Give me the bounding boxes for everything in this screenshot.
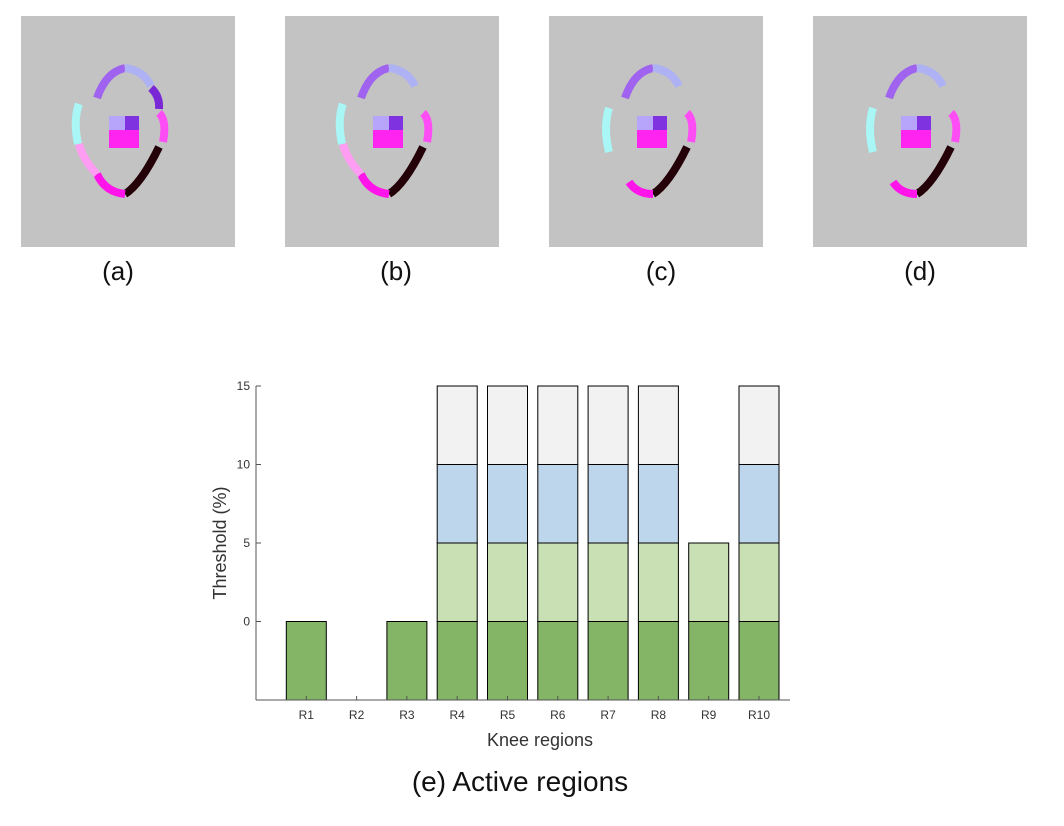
x-tick-label: R1 xyxy=(299,708,315,722)
y-tick-label: 0 xyxy=(243,615,250,629)
bar-R10-level-10 xyxy=(738,464,780,544)
segmentation-image-b xyxy=(335,64,433,198)
panel-c xyxy=(549,16,763,247)
bar-R6-level-0 xyxy=(537,621,579,701)
segmentation-image-c xyxy=(602,64,697,198)
bar-R7-level-15 xyxy=(587,385,629,465)
segmentation-image-d xyxy=(866,64,961,198)
bar-R10-level-0 xyxy=(738,621,780,701)
segmentation-image-a xyxy=(71,64,169,198)
panel-label-d: (d) xyxy=(904,256,936,286)
panel-label-c: (c) xyxy=(645,256,677,286)
panel-b xyxy=(285,16,499,247)
x-tick-label: R10 xyxy=(748,708,770,722)
panel-d xyxy=(813,16,1027,247)
bar-R6-level-10 xyxy=(537,464,579,544)
bar-R7-level-0 xyxy=(587,621,629,701)
bar-R4-level-0 xyxy=(436,621,478,701)
bar-R1-level-0 xyxy=(285,621,327,701)
x-tick-label: R6 xyxy=(550,708,566,722)
panel-a xyxy=(21,16,235,247)
bar-R4-level-10 xyxy=(436,464,478,544)
bar-R5-level-15 xyxy=(487,385,528,465)
panel-label-a: (a) xyxy=(102,256,134,286)
x-tick-label: R5 xyxy=(500,708,516,722)
bar-R7-level-10 xyxy=(587,464,629,544)
bar-R10-level-15 xyxy=(738,385,780,465)
bar-R8-level-5 xyxy=(637,542,679,622)
bar-R8-level-10 xyxy=(637,464,679,544)
bars-group xyxy=(285,385,780,701)
x-tick-label: R4 xyxy=(450,708,466,722)
chart-caption: (e) Active regions xyxy=(411,766,629,797)
y-axis-label: Threshold (%) xyxy=(210,486,230,599)
bar-R5-level-5 xyxy=(487,542,528,622)
x-axis-label: Knee regions xyxy=(487,730,593,750)
x-tick-label: R7 xyxy=(600,708,616,722)
bar-R8-level-0 xyxy=(637,621,679,701)
bar-R4-level-5 xyxy=(436,542,478,622)
y-ticks: 0 5 10 15 xyxy=(237,379,261,629)
bar-R6-level-5 xyxy=(537,542,579,622)
x-tick-label: R3 xyxy=(399,708,415,722)
bar-R8-level-15 xyxy=(637,385,679,465)
bar-R3-level-0 xyxy=(386,621,428,701)
x-tick-label: R2 xyxy=(349,708,365,722)
bar-R6-level-15 xyxy=(537,385,579,465)
y-tick-label: 15 xyxy=(237,379,251,393)
y-tick-label: 5 xyxy=(243,536,250,550)
bar-R10-level-5 xyxy=(738,542,780,622)
bar-R4-level-15 xyxy=(436,385,478,465)
bar-R9-level-0 xyxy=(688,621,730,701)
x-tick-label: R9 xyxy=(701,708,717,722)
x-ticks: R1 R2 R3 R4 R5 R6 R7 R8 R9 R10 xyxy=(299,696,770,722)
bar-R5-level-10 xyxy=(487,464,528,544)
x-tick-label: R8 xyxy=(651,708,667,722)
y-tick-label: 10 xyxy=(237,458,251,472)
bar-R9-level-5 xyxy=(688,542,730,622)
panel-label-b: (b) xyxy=(380,256,412,286)
bar-R7-level-5 xyxy=(587,542,629,622)
bar-R5-level-0 xyxy=(487,621,528,701)
